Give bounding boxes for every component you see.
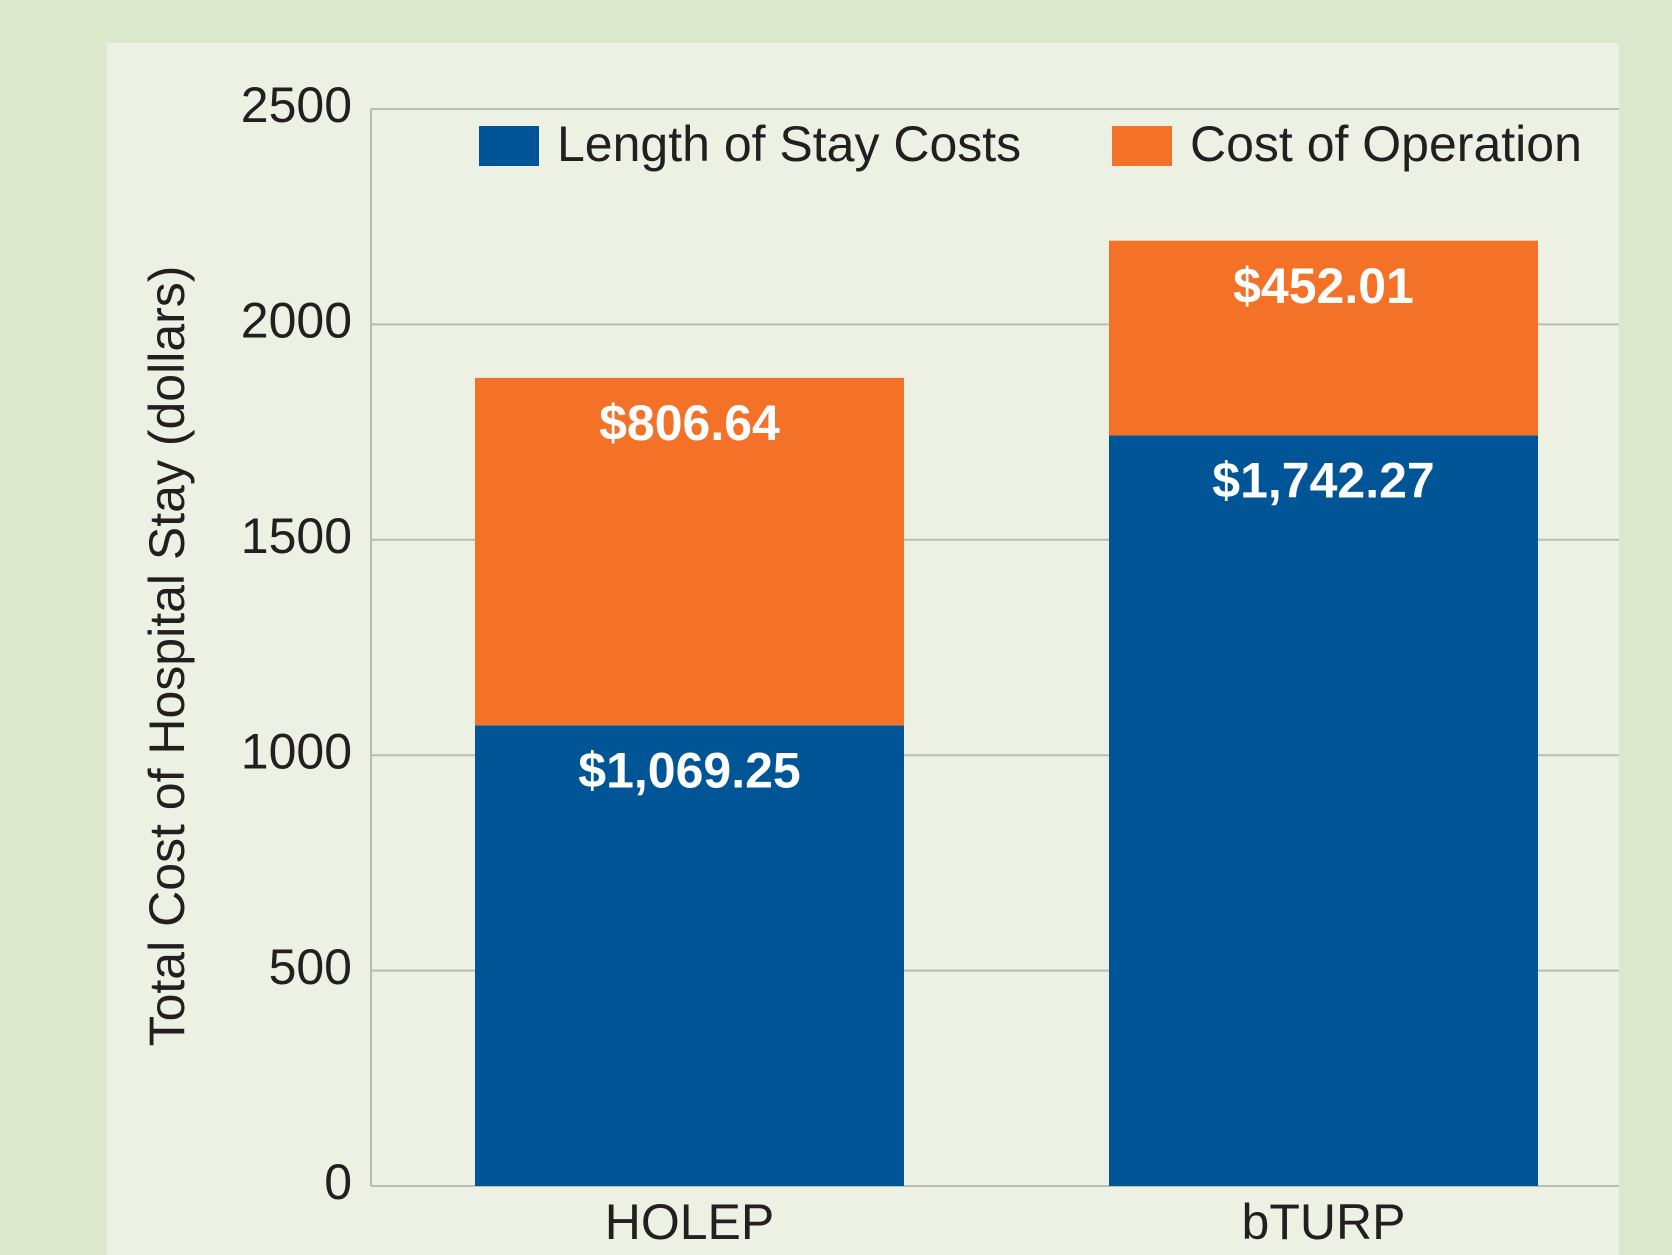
y-tick-label: 2000: [241, 293, 352, 349]
legend-swatch: [479, 126, 539, 166]
y-tick-label: 1000: [241, 723, 352, 779]
legend-label: Cost of Operation: [1190, 116, 1582, 172]
y-tick-label: 2500: [241, 77, 352, 133]
bar-segment: [1109, 435, 1538, 1187]
value-label: $452.01: [1233, 258, 1414, 314]
y-tick-label: 1500: [241, 508, 352, 564]
bar-segment: [1109, 240, 1538, 436]
x-tick-label: bTURP: [1242, 1194, 1406, 1250]
y-tick-label: 0: [324, 1154, 352, 1210]
value-label: $1,742.27: [1212, 453, 1434, 509]
x-tick-label: HOLEP: [605, 1194, 775, 1250]
bar-segment: [475, 377, 904, 726]
legend-label: Length of Stay Costs: [557, 116, 1021, 172]
value-label: $1,069.25: [578, 743, 800, 799]
bar-segment: [475, 725, 904, 1186]
y-tick-label: 500: [269, 939, 352, 995]
y-axis-label: Total Cost of Hospital Stay (dollars): [139, 266, 195, 1047]
value-label: $806.64: [599, 395, 780, 451]
legend-swatch: [1112, 126, 1172, 166]
